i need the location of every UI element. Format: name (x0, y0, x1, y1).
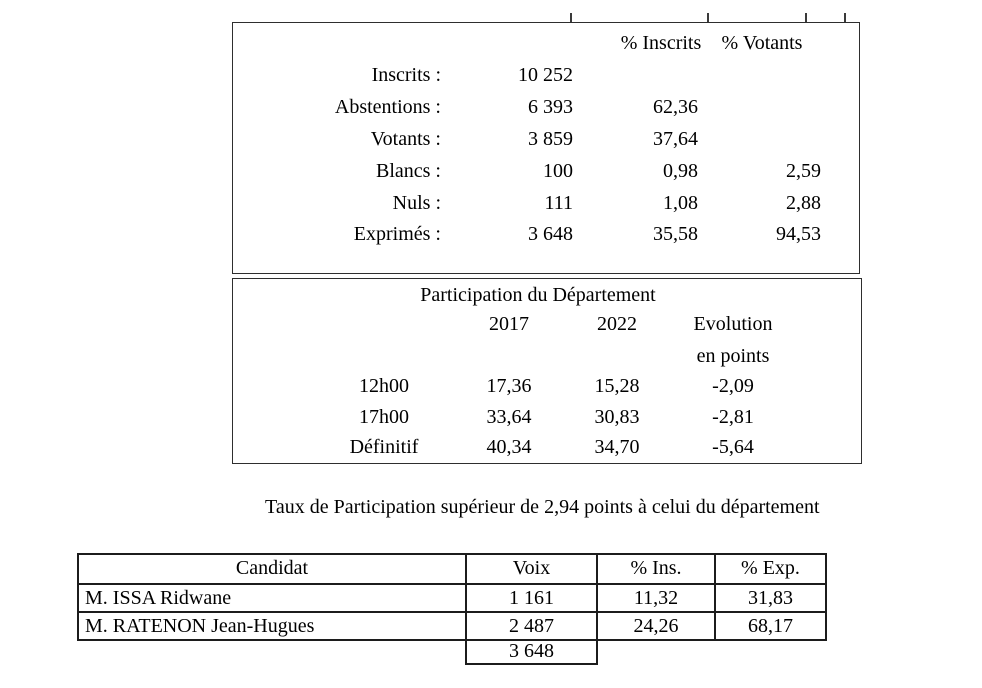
participation-title: Participation du Département (420, 284, 656, 306)
candidate-pct-exp: 68,17 (748, 615, 793, 637)
candidate-voix: 2 487 (467, 613, 598, 639)
candidate-voix: 1 161 (467, 585, 598, 611)
candidate-name: M. ISSA Ridwane (79, 585, 467, 611)
stats-row-pct-inscrits: 1,08 (663, 192, 698, 214)
results-header-voix: Voix (467, 555, 598, 583)
stats-row-pct-inscrits: 0,98 (663, 160, 698, 182)
participation-row-17h00: 17h00 33,64 30,83 -2,81 (233, 406, 861, 428)
participation-header-row: 2017 2022 Evolution (233, 313, 861, 335)
stats-row-label: Abstentions : (334, 96, 441, 118)
results-header-row: Candidat Voix % Ins. % Exp. (79, 555, 825, 583)
results-row-candidate-1: M. ISSA Ridwane 1 161 11,32 31,83 (79, 583, 825, 611)
stats-row-value: 3 859 (528, 128, 573, 150)
participation-value-2017: 33,64 (486, 406, 532, 428)
stats-row-pct-inscrits: 62,36 (653, 96, 698, 118)
participation-header-2017: 2017 (489, 313, 529, 335)
stats-row-blancs: Blancs : 100 0,98 2,59 (233, 160, 859, 182)
table-border-tick (844, 13, 846, 22)
stats-header-pct-votants: % Votants (721, 32, 803, 54)
participation-comparison-note: Taux de Participation supérieur de 2,94 … (265, 496, 820, 518)
participation-row-label: 12h00 (359, 375, 409, 397)
participation-row-definitif: Définitif 40,34 34,70 -5,64 (233, 436, 861, 458)
results-header-candidat: Candidat (79, 555, 467, 583)
candidate-pct-exp: 31,83 (748, 587, 793, 609)
participation-value-2017: 40,34 (486, 436, 532, 458)
stats-row-exprimes: Exprimés : 3 648 35,58 94,53 (233, 223, 859, 245)
table-border-tick (570, 13, 572, 22)
results-row-candidate-2: M. RATENON Jean-Hugues 2 487 24,26 68,17 (79, 611, 825, 639)
stats-row-label: Inscrits : (371, 64, 441, 86)
participation-value-2017: 17,36 (486, 375, 532, 397)
table-border-tick (805, 13, 807, 22)
stats-row-pct-votants: 2,88 (786, 192, 821, 214)
stats-row-value: 3 648 (528, 223, 573, 245)
results-header-pct-exp: % Exp. (741, 557, 800, 579)
stats-row-inscrits: Inscrits : 10 252 (233, 64, 859, 86)
stats-row-value: 6 393 (528, 96, 573, 118)
candidate-pct-ins: 24,26 (598, 613, 716, 639)
turnout-stats-table: % Inscrits % Votants Inscrits : 10 252 A… (232, 22, 860, 274)
results-total-voix-cell: 3 648 (465, 639, 598, 665)
stats-row-value: 10 252 (518, 64, 573, 86)
results-table: Candidat Voix % Ins. % Exp. M. ISSA Ridw… (77, 553, 827, 665)
participation-header-en-points: en points (696, 345, 770, 367)
stats-row-label: Blancs : (376, 160, 441, 182)
candidate-pct-ins: 11,32 (598, 585, 716, 611)
participation-value-evolution: -2,09 (712, 375, 754, 397)
participation-value-2022: 34,70 (594, 436, 640, 458)
stats-row-value: 100 (543, 160, 573, 182)
results-header-pct-ins: % Ins. (598, 555, 716, 583)
stats-row-label: Exprimés : (353, 223, 441, 245)
results-table-main: Candidat Voix % Ins. % Exp. M. ISSA Ridw… (77, 553, 827, 641)
stats-row-label: Votants : (370, 128, 441, 150)
stats-row-pct-votants: 94,53 (776, 223, 821, 245)
stats-header-pct-inscrits: % Inscrits (620, 32, 702, 54)
participation-title-row: Participation du Département (233, 284, 861, 306)
candidate-name: M. RATENON Jean-Hugues (79, 613, 467, 639)
participation-subheader-row: en points (233, 345, 861, 367)
table-border-tick (707, 13, 709, 22)
participation-table: Participation du Département 2017 2022 E… (232, 278, 862, 464)
stats-row-label: Nuls : (392, 192, 441, 214)
participation-header-2022: 2022 (597, 313, 637, 335)
participation-row-12h00: 12h00 17,36 15,28 -2,09 (233, 375, 861, 397)
stats-row-pct-inscrits: 35,58 (653, 223, 698, 245)
participation-value-2022: 15,28 (594, 375, 640, 397)
stats-row-abstentions: Abstentions : 6 393 62,36 (233, 96, 859, 118)
stats-row-value: 111 (544, 192, 573, 214)
stats-row-pct-inscrits: 37,64 (653, 128, 698, 150)
participation-value-evolution: -5,64 (712, 436, 754, 458)
stats-row-votants: Votants : 3 859 37,64 (233, 128, 859, 150)
stats-row-pct-votants: 2,59 (786, 160, 821, 182)
participation-header-evolution: Evolution (693, 313, 773, 335)
participation-value-evolution: -2,81 (712, 406, 754, 428)
stats-row-nuls: Nuls : 111 1,08 2,88 (233, 192, 859, 214)
participation-value-2022: 30,83 (594, 406, 640, 428)
participation-row-label: Définitif (349, 436, 419, 458)
stats-header-row: % Inscrits % Votants (233, 32, 859, 54)
participation-row-label: 17h00 (359, 406, 409, 428)
